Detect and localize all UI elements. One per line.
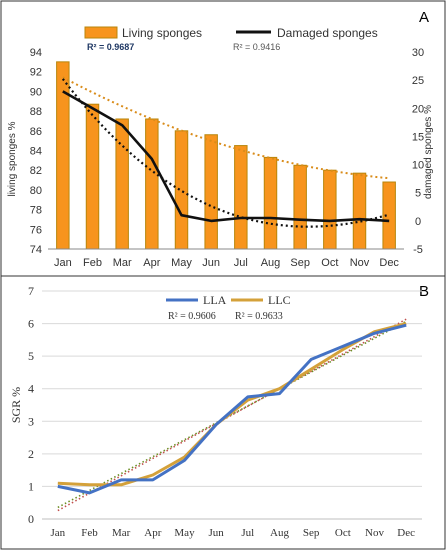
bar-living-aug [263, 156, 278, 250]
bar-living-may [174, 130, 189, 250]
panel-a-left-ticks: 74 76 78 80 82 84 86 88 90 92 94 [30, 47, 42, 256]
x-tick-label: Sep [303, 527, 320, 539]
bar-living-feb [85, 103, 100, 250]
x-tick-label: Jun [202, 257, 220, 269]
x-tick-label: Jun [209, 527, 225, 539]
bar-living-apr [145, 118, 159, 250]
bar-living-jun [204, 134, 218, 250]
legend-label-living: Living sponges [122, 26, 202, 40]
y-tick-label: 2 [28, 447, 34, 461]
y-tick-label: 90 [30, 86, 42, 98]
panel-a-ylabel: living sponges % [7, 121, 18, 196]
y-tick-label: 86 [30, 126, 42, 138]
x-tick-label: May [171, 257, 192, 269]
r2-living: R² = 0.9687 [87, 42, 134, 52]
y-tick-label: 76 [30, 224, 42, 236]
y-tick-label: 3 [28, 414, 34, 428]
y2-tick-label: 15 [412, 131, 424, 143]
panel-a-y2label: damaged sponges % [423, 105, 434, 199]
r2-lla: R² = 0.9606 [168, 311, 216, 322]
r2-llc: R² = 0.9633 [235, 311, 283, 322]
y-tick-label: 88 [30, 106, 42, 118]
bar-living-jan [56, 61, 70, 250]
x-tick-label: Dec [397, 527, 415, 539]
damaged-sponges-line [62, 90, 390, 223]
panel-b-x-ticks: Jan Feb Mar Apr May Jun Jul Aug Sep Oct Nov Dec [50, 527, 415, 539]
y2-tick-label: -5 [413, 244, 423, 256]
y-tick-label: 82 [30, 165, 42, 177]
bar-living-nov [352, 172, 367, 250]
bar-living-oct [323, 169, 337, 250]
damaged-sponges-trendline [61, 78, 390, 228]
panel-b-label: B [419, 283, 429, 300]
panel-a-label: A [419, 9, 429, 26]
x-tick-label: Jul [234, 257, 248, 269]
x-tick-label: Apr [143, 257, 160, 269]
y-tick-label: 1 [28, 479, 34, 493]
panel-b-legend: LLA LLC [166, 293, 291, 307]
x-tick-label: Oct [321, 257, 338, 269]
y2-tick-label: 25 [412, 75, 424, 87]
y-tick-label: 74 [30, 244, 42, 256]
x-tick-label: Jan [50, 527, 65, 539]
lla-line [57, 323, 407, 495]
bar-living-sep [293, 164, 307, 250]
bar-living-jul [234, 145, 248, 250]
y-tick-label: 80 [30, 185, 42, 197]
panel-b: B 0 1 2 3 4 5 6 7 Jan Feb Mar Apr May Jun Jul Aug Sep Oc… [9, 283, 429, 539]
x-tick-label: Nov [350, 257, 370, 269]
x-tick-label: Jan [54, 257, 72, 269]
panel-a-x-ticks: Jan Feb Mar Apr May Jun Jul Aug Sep Oct Nov Dec [54, 257, 399, 269]
x-tick-label: Aug [261, 257, 281, 269]
x-tick-label: Sep [290, 257, 310, 269]
y-tick-label: 6 [28, 317, 34, 331]
y-tick-label: 78 [30, 205, 42, 217]
legend-label-llc: LLC [268, 293, 291, 307]
x-tick-label: Oct [335, 527, 351, 539]
y2-tick-label: 20 [412, 103, 424, 115]
legend-label-damaged: Damaged sponges [277, 26, 378, 40]
y-tick-label: 5 [28, 349, 34, 363]
panel-b-y-ticks: 0 1 2 3 4 5 6 7 [28, 284, 34, 526]
panel-a: A Living sponges Damaged sponges R² = 0.… [7, 9, 434, 269]
x-tick-label: Jul [241, 527, 254, 539]
x-tick-label: Mar [113, 257, 132, 269]
y-tick-label: 94 [30, 47, 42, 59]
y2-tick-label: 30 [412, 47, 424, 59]
legend-label-lla: LLA [203, 293, 227, 307]
panel-a-legend: Living sponges Damaged sponges [84, 26, 378, 40]
x-tick-label: May [174, 527, 195, 539]
x-tick-label: Mar [112, 527, 131, 539]
living-sponges-trendline [62, 76, 390, 180]
y-tick-label: 84 [30, 146, 42, 158]
panel-b-ylabel: SGR % [9, 387, 23, 423]
llc-trendline [57, 320, 407, 509]
y2-tick-label: 10 [412, 160, 424, 172]
r2-damaged: R² = 0.9416 [233, 42, 280, 52]
x-tick-label: Apr [144, 527, 161, 539]
x-tick-label: Aug [270, 527, 289, 539]
x-tick-label: Nov [365, 527, 384, 539]
bar-living-mar [115, 118, 129, 250]
x-tick-label: Feb [81, 527, 98, 539]
y-tick-label: 4 [28, 382, 34, 396]
x-tick-label: Dec [379, 257, 399, 269]
y2-tick-label: 5 [415, 188, 421, 200]
llc-line [57, 322, 407, 487]
y-tick-label: 7 [28, 284, 34, 298]
panel-b-grid [42, 290, 422, 520]
y-tick-label: 92 [30, 67, 42, 79]
y-tick-label: 0 [28, 512, 34, 526]
y2-tick-label: 0 [415, 216, 421, 228]
lla-trendline [57, 318, 407, 512]
panel-a-right-ticks: -5 0 5 10 15 20 25 30 [412, 47, 424, 256]
legend-swatch-living [84, 26, 118, 39]
x-tick-label: Feb [83, 257, 102, 269]
